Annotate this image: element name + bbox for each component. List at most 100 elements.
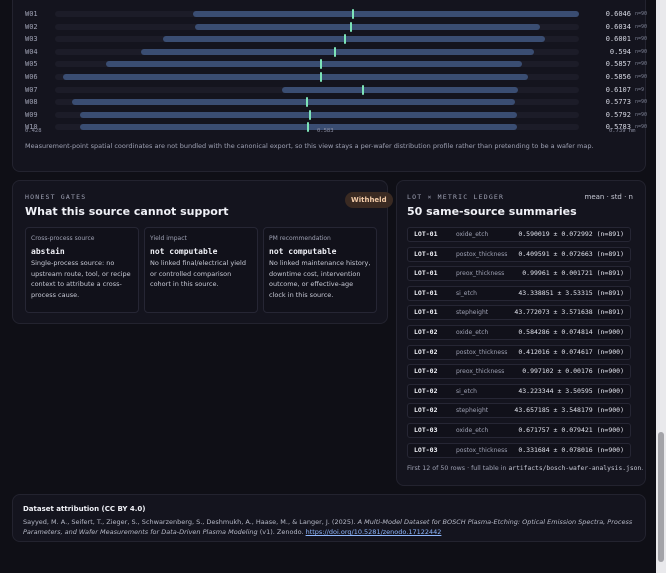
- honest-gates-panel: HONEST GATES What this source cannot sup…: [12, 180, 393, 324]
- ledger-value: 0.584286 ± 0.074814 (n=900): [518, 328, 624, 336]
- wafer-id: W06: [25, 73, 38, 81]
- ledger-metric: stepheight: [456, 309, 489, 317]
- wafer-range-bar: [193, 11, 579, 17]
- ledger-lot: LOT-02: [414, 386, 438, 395]
- wafer-mean-marker: [349, 21, 352, 32]
- wafer-mean: 0.5792: [605, 110, 631, 119]
- doi-link[interactable]: https://doi.org/10.5281/zenodo.17122442: [305, 528, 442, 536]
- wafer-id: W03: [25, 35, 38, 44]
- wafer-mean-marker: [319, 72, 322, 82]
- wafer-id: W09: [25, 110, 38, 119]
- ledger-row: LOT-02 postox_thickness 0.412016 ± 0.07461…: [407, 344, 631, 360]
- wafer-range-bar: [80, 124, 517, 131]
- ledger-row: LOT-01 postox_thickness 0.409591 ± 0.07266…: [407, 246, 631, 262]
- wafer-track: [55, 9, 579, 19]
- wafer-track: [55, 34, 579, 45]
- ledger-metric: si_etch: [456, 289, 477, 297]
- wafer-mean: 0.5783: [605, 123, 631, 132]
- gate-verdict: not computable: [269, 247, 337, 256]
- ledger-metric: preox_thickness: [456, 368, 505, 376]
- withheld-badge: Withheld: [345, 192, 393, 208]
- wafer-track: [55, 84, 579, 95]
- ledger-value: 0.331684 ± 0.078016 (n=900): [518, 445, 624, 454]
- gate-verdict: not computable: [150, 247, 218, 256]
- ledger-metric: stepheight: [456, 407, 489, 415]
- wafer-track: [55, 46, 579, 57]
- wafer-id: W05: [25, 60, 38, 69]
- wafer-row: W03 0.6001 n=90: [13, 33, 647, 46]
- ledger-row: LOT-02 stepheight 43.657185 ± 3.548179 (n=…: [407, 403, 631, 419]
- ledger-lot: LOT-03: [414, 445, 438, 454]
- wafer-range-bar: [194, 23, 541, 30]
- ledger-value: 43.223344 ± 3.50595 (n=900): [518, 386, 624, 395]
- wafer-row: W10 0.5783 n=90: [13, 121, 647, 134]
- wafer-mean-marker: [333, 46, 336, 57]
- ledger-metric: postox_thickness: [456, 250, 508, 258]
- ledger-value: 43.772073 ± 3.571638 (n=891): [514, 308, 624, 317]
- wafer-mean-marker: [307, 122, 310, 133]
- ledger-row: LOT-01 oxide_etch 0.590019 ± 0.072992 (n=8…: [407, 227, 631, 242]
- wafer-count: n=90: [635, 23, 648, 30]
- wafer-count: n=90: [635, 36, 648, 43]
- wafer-mean: 0.6001: [605, 35, 631, 44]
- wafer-track: [55, 72, 579, 82]
- wafer-row: W08 0.5773 n=90: [13, 96, 647, 109]
- wafer-count: n=90: [635, 99, 648, 106]
- wafer-range-bar: [162, 36, 546, 43]
- wafer-id: W08: [25, 98, 38, 107]
- gate-text: No linked final/electrical yield or cont…: [150, 259, 246, 288]
- wafer-mean: 0.6107: [605, 85, 631, 94]
- ledger-row: LOT-01 stepheight 43.772073 ± 3.571638 (n=…: [407, 305, 631, 321]
- citation-rest: (v1). Zenodo.: [257, 528, 306, 536]
- wafer-range-bar: [63, 74, 529, 80]
- ledger-row: LOT-03 postox_thickness 0.331684 ± 0.07801…: [407, 442, 631, 458]
- wafer-mean-marker: [305, 97, 308, 108]
- ledger-value: 0.409591 ± 0.072663 (n=891): [518, 249, 624, 258]
- wafer-row: W05 0.5857 n=90: [13, 58, 647, 71]
- wafer-track: [55, 59, 579, 70]
- attribution-title: Dataset attribution (CC BY 4.0): [23, 505, 146, 513]
- gates-title: What this source cannot support: [25, 205, 229, 218]
- gate-card-cross-process: Cross-process source abstain Single-proc…: [25, 227, 139, 313]
- ledger-row: LOT-02 preox_thickness 0.997102 ± 0.00176 …: [407, 364, 631, 380]
- wafer-mean-marker: [308, 109, 311, 120]
- dataset-attribution-panel: Dataset attribution (CC BY 4.0) Sayyed, …: [12, 494, 646, 542]
- ledger-metric: oxide_etch: [456, 329, 489, 336]
- ledger-metric: si_etch: [456, 387, 477, 395]
- wafer-mean: 0.5773: [605, 98, 631, 107]
- ledger-metric: postox_thickness: [456, 446, 508, 454]
- ledger-footer-file: artifacts/bosch-wafer-analysis.json: [508, 465, 642, 472]
- ledger-eyebrow: LOT × METRIC LEDGER: [407, 193, 505, 201]
- ledger-footer: First 12 of 50 rows · full table in arti…: [407, 465, 643, 472]
- ledger-row: LOT-01 si_etch 43.338851 ± 3.53315 (n=891): [407, 285, 631, 301]
- ledger-row: LOT-02 oxide_etch 0.584286 ± 0.074814 (n=9…: [407, 325, 631, 340]
- ledger-lot: LOT-02: [414, 347, 438, 356]
- wafer-count: n=90: [635, 11, 648, 17]
- wafer-mean: 0.594: [609, 47, 631, 56]
- ledger-title: 50 same-source summaries: [407, 205, 577, 218]
- wafer-row: W09 0.5792 n=90: [13, 109, 647, 122]
- gate-card-yield-impact: Yield impact not computable No linked fi…: [144, 227, 258, 313]
- wafer-range-bar: [105, 61, 522, 68]
- citation-work: A Multi-Model Dataset for BOSCH Plasma-E…: [23, 518, 633, 536]
- ledger-metric: oxide_etch: [456, 231, 489, 238]
- wafer-track: [55, 21, 579, 32]
- ledger-value: 0.997102 ± 0.00176 (n=900): [522, 367, 624, 376]
- wafer-count: n=90: [635, 61, 648, 68]
- wafer-mean: 0.5856: [605, 73, 631, 81]
- scrollbar-thumb[interactable]: [658, 432, 664, 562]
- ledger-lot: LOT-01: [414, 249, 438, 258]
- ledger-metric: preox_thickness: [456, 270, 505, 278]
- wafer-row: W01 0.6046 n=90: [13, 8, 647, 21]
- ledger-row: LOT-03 oxide_etch 0.671757 ± 0.079421 (n=9…: [407, 423, 631, 438]
- wafer-range-bar: [80, 111, 517, 118]
- wafer-mean: 0.6034: [605, 22, 631, 31]
- ledger-lot: LOT-01: [414, 288, 438, 297]
- wafer-count: n=90: [635, 48, 648, 55]
- page-scrollbar[interactable]: [656, 0, 666, 573]
- ledger-row: LOT-02 si_etch 43.223344 ± 3.50595 (n=900): [407, 383, 631, 399]
- ledger-lot: LOT-02: [414, 328, 438, 336]
- ledger-lot: LOT-02: [414, 406, 438, 415]
- wafer-mean: 0.6046: [605, 10, 631, 18]
- wafer-id: W04: [25, 47, 38, 56]
